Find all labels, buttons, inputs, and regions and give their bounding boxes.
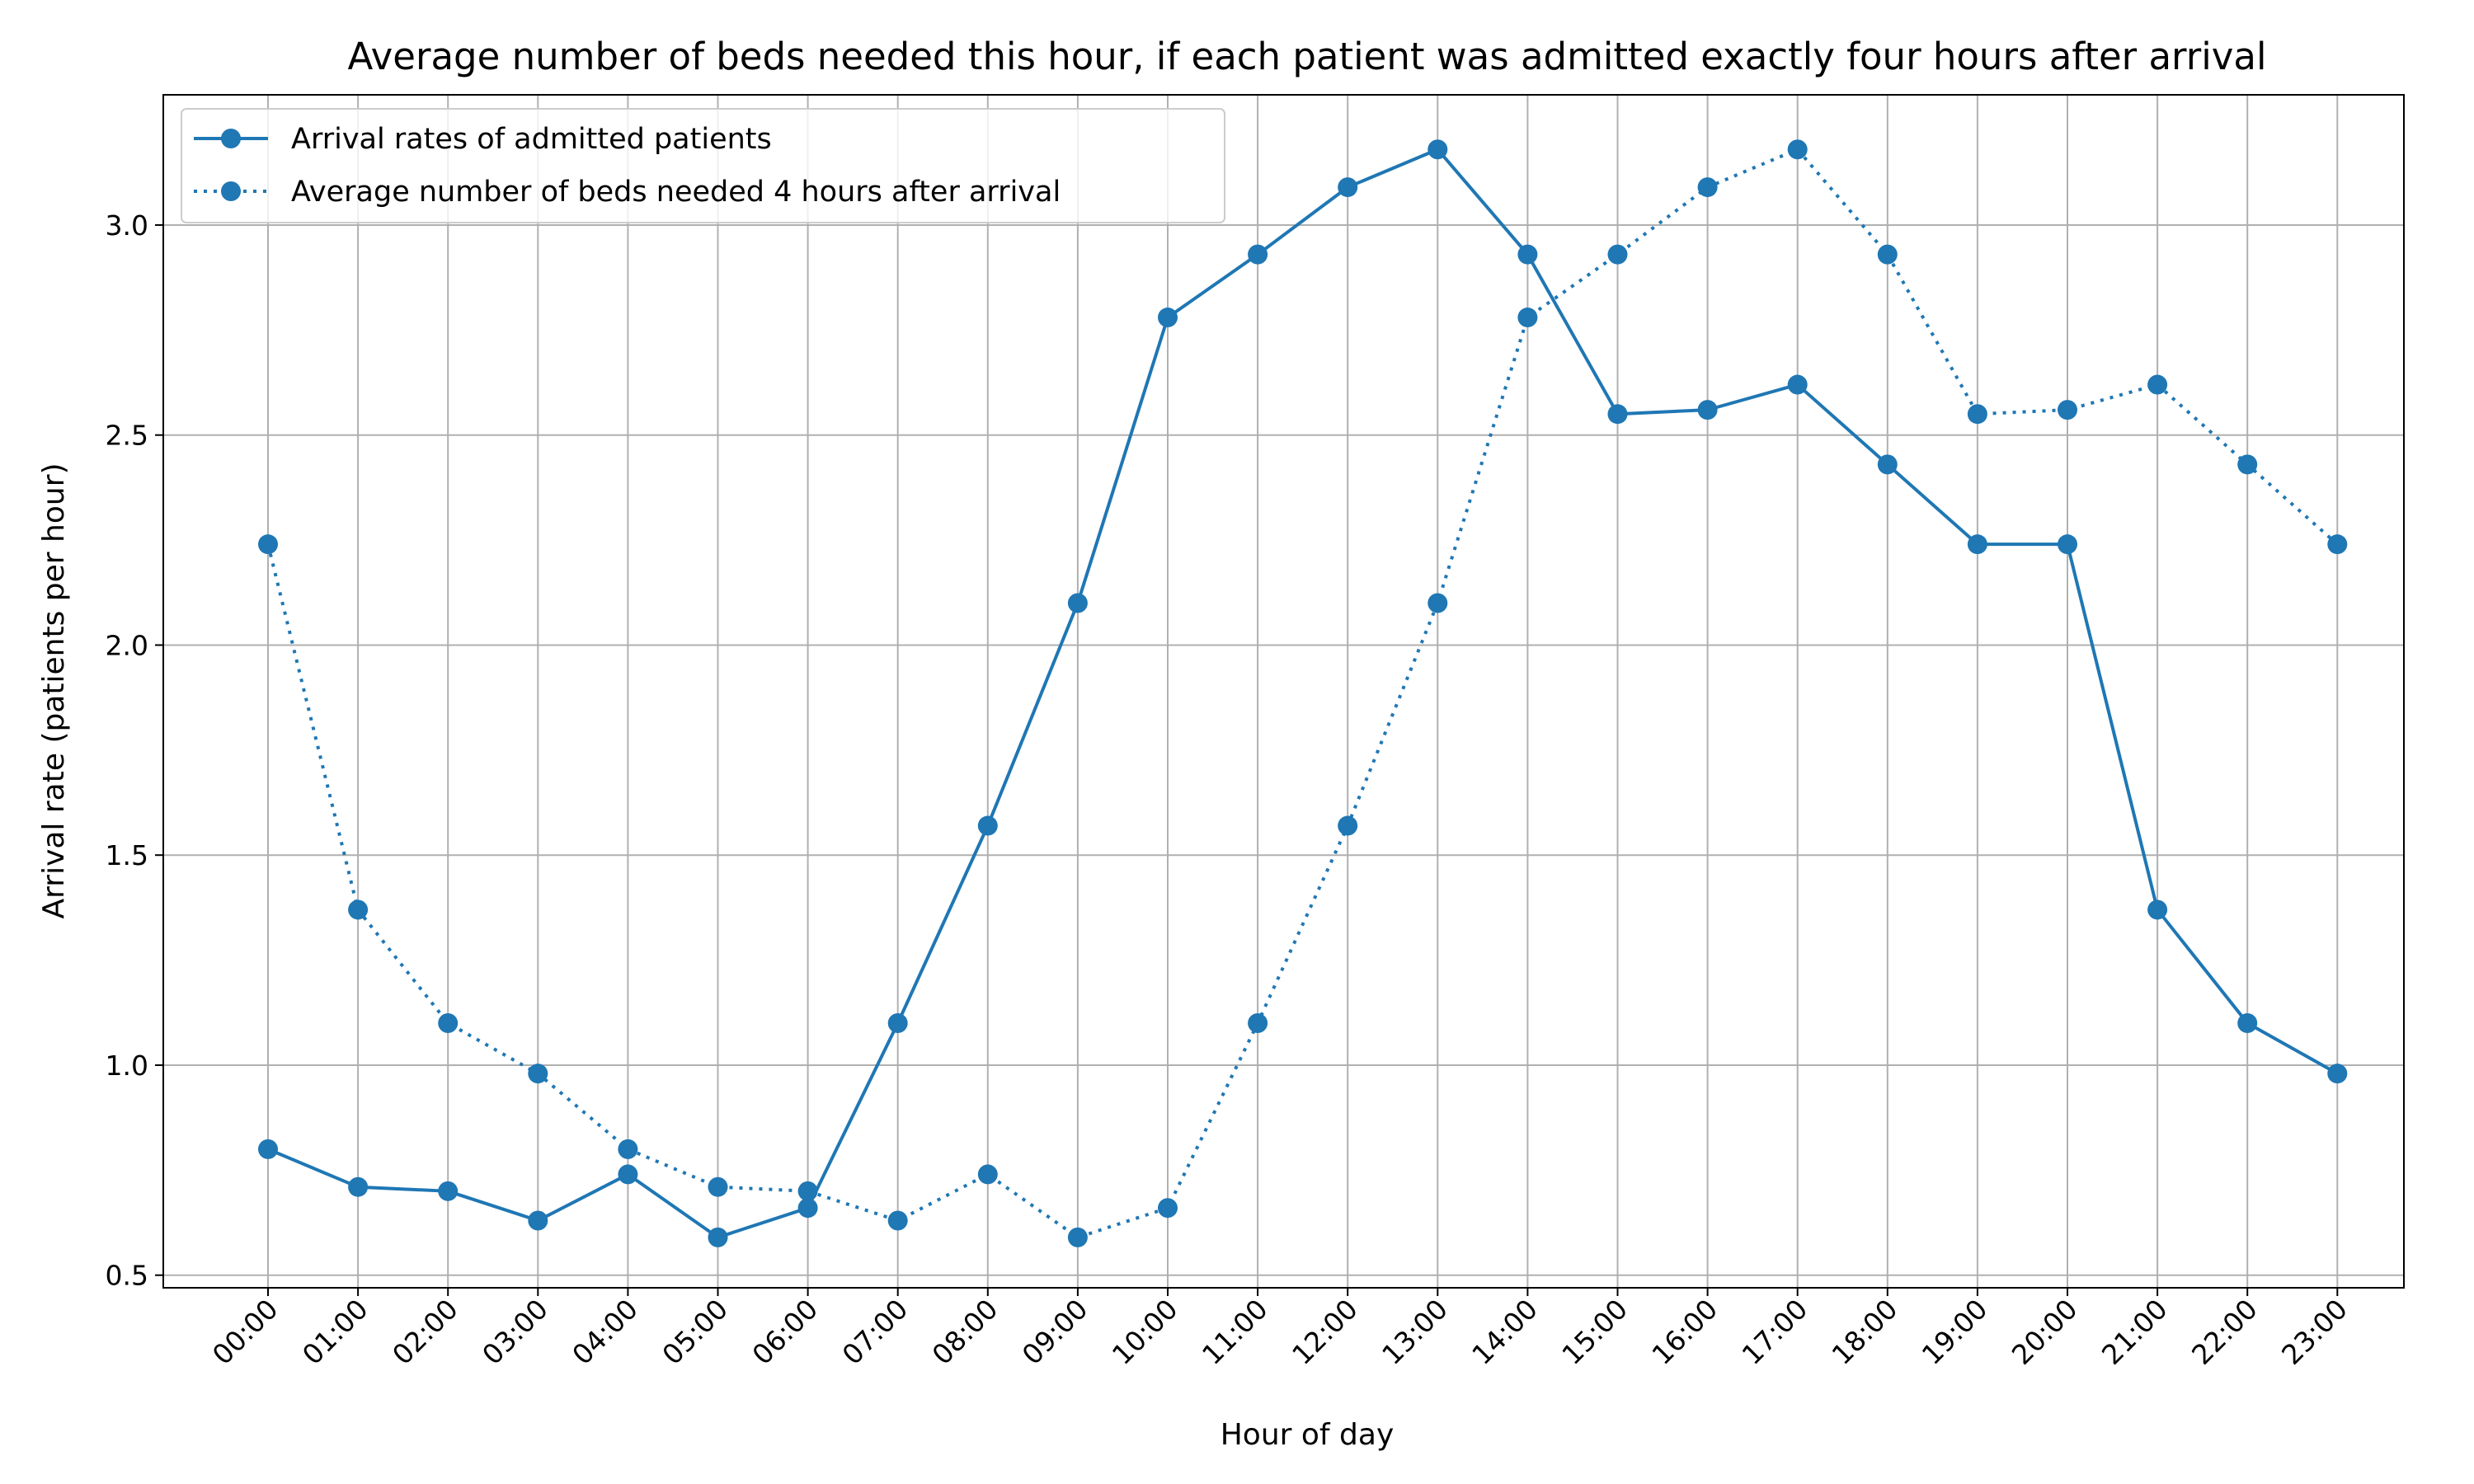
data-point-arrival-rates [2058, 534, 2077, 555]
x-tick-label: 01:00 [296, 1293, 374, 1371]
data-point-arrival-rates [797, 1198, 818, 1219]
y-tick-label: 1.5 [106, 839, 148, 871]
data-point-arrival-rates [618, 1164, 638, 1185]
x-tick-label: 05:00 [656, 1293, 734, 1371]
data-point-beds-needed [1697, 177, 1718, 198]
data-point-beds-needed [887, 1210, 908, 1231]
x-axis: 00:00 01:00 02:00 03:00 04:00 05:00 06:00 07:00… [206, 1288, 2354, 1371]
data-point-arrival-rates [2147, 899, 2168, 920]
x-tick-label: 23:00 [2275, 1293, 2354, 1371]
data-point-beds-needed [348, 899, 369, 920]
data-point-arrival-rates [708, 1227, 728, 1247]
x-tick-label: 04:00 [566, 1293, 644, 1371]
x-tick-label: 18:00 [1826, 1293, 1904, 1371]
data-point-beds-needed [797, 1181, 818, 1201]
data-point-beds-needed [438, 1013, 459, 1034]
data-point-beds-needed [1787, 139, 1808, 160]
data-point-beds-needed [2237, 454, 2258, 475]
data-point-arrival-rates [1158, 308, 1178, 328]
x-tick-label: 07:00 [836, 1293, 915, 1371]
y-tick-label: 1.0 [106, 1050, 148, 1082]
x-tick-label: 08:00 [926, 1293, 1004, 1371]
x-tick-label: 14:00 [1465, 1293, 1544, 1371]
data-point-beds-needed [618, 1139, 638, 1159]
x-tick-label: 20:00 [2006, 1293, 2084, 1371]
data-point-beds-needed [1248, 1013, 1268, 1034]
grid [163, 95, 2404, 1288]
legend-label-arrival-rates: Arrival rates of admitted patients [291, 123, 772, 156]
series-layer [258, 139, 2348, 1247]
x-tick-label: 17:00 [1736, 1293, 1814, 1371]
data-point-beds-needed [1517, 308, 1538, 328]
x-tick-label: 16:00 [1645, 1293, 1724, 1371]
data-point-arrival-rates [1877, 454, 1898, 475]
data-point-beds-needed [258, 534, 278, 555]
y-axis: 0.5 1.0 1.5 2.0 2.5 3.0 [106, 209, 163, 1292]
data-point-arrival-rates [1338, 177, 1358, 198]
series-line-beds-needed [266, 148, 2339, 1239]
legend: Arrival rates of admitted patients Avera… [181, 108, 1225, 223]
x-tick-label: 03:00 [476, 1293, 554, 1371]
data-point-arrival-rates [2237, 1013, 2258, 1034]
data-point-arrival-rates [1517, 244, 1538, 265]
data-point-arrival-rates [1248, 244, 1268, 265]
data-point-beds-needed [2058, 400, 2077, 420]
data-point-arrival-rates [1607, 404, 1628, 425]
x-tick-label: 22:00 [2185, 1293, 2264, 1371]
data-point-arrival-rates [1787, 374, 1808, 395]
data-point-arrival-rates [1067, 593, 1088, 613]
x-tick-label: 11:00 [1196, 1293, 1274, 1371]
x-tick-label: 10:00 [1106, 1293, 1184, 1371]
data-point-arrival-rates [258, 1139, 278, 1159]
data-point-arrival-rates [1427, 139, 1448, 160]
x-tick-label: 19:00 [1916, 1293, 1994, 1371]
data-point-arrival-rates [528, 1210, 548, 1231]
data-point-beds-needed [2327, 534, 2348, 555]
data-point-beds-needed [2147, 374, 2168, 395]
x-tick-label: 15:00 [1555, 1293, 1634, 1371]
data-point-beds-needed [1967, 404, 1987, 425]
x-axis-label: Hour of day [1221, 1418, 1395, 1452]
chart-title: Average number of beds needed this hour,… [348, 35, 2267, 78]
x-tick-label: 12:00 [1286, 1293, 1364, 1371]
data-point-beds-needed [1158, 1198, 1178, 1219]
data-point-beds-needed [528, 1064, 548, 1084]
x-tick-label: 02:00 [386, 1293, 464, 1371]
data-point-beds-needed [977, 1164, 998, 1185]
data-point-arrival-rates [977, 815, 998, 836]
plot-frame [162, 94, 2405, 1289]
legend-marker-beds-needed [221, 181, 241, 201]
data-point-arrival-rates [1697, 400, 1718, 420]
data-point-arrival-rates [887, 1013, 908, 1034]
y-tick-label: 3.0 [106, 209, 148, 242]
legend-label-beds-needed: Average number of beds needed 4 hours af… [291, 176, 1061, 209]
data-point-arrival-rates [348, 1176, 369, 1197]
x-tick-label: 00:00 [206, 1293, 285, 1371]
y-tick-label: 0.5 [106, 1260, 148, 1292]
data-point-beds-needed [1877, 244, 1898, 265]
data-point-beds-needed [1338, 815, 1358, 836]
x-tick-label: 06:00 [745, 1293, 824, 1371]
data-point-arrival-rates [438, 1181, 459, 1201]
data-point-beds-needed [1427, 593, 1448, 613]
data-point-arrival-rates [1967, 534, 1987, 555]
data-point-beds-needed [1607, 244, 1628, 265]
y-axis-label: Arrival rate (patients per hour) [37, 463, 71, 918]
x-tick-label: 21:00 [2095, 1293, 2174, 1371]
y-tick-label: 2.0 [106, 629, 148, 661]
data-point-arrival-rates [2327, 1064, 2348, 1084]
data-point-beds-needed [1067, 1227, 1088, 1247]
legend-box [181, 108, 1225, 223]
series-line-arrival-rates [267, 148, 2339, 1239]
legend-marker-arrival-rates [221, 129, 241, 148]
x-tick-label: 09:00 [1016, 1293, 1094, 1371]
x-tick-label: 13:00 [1376, 1293, 1454, 1371]
y-tick-label: 2.5 [106, 420, 148, 452]
data-point-beds-needed [708, 1176, 728, 1197]
